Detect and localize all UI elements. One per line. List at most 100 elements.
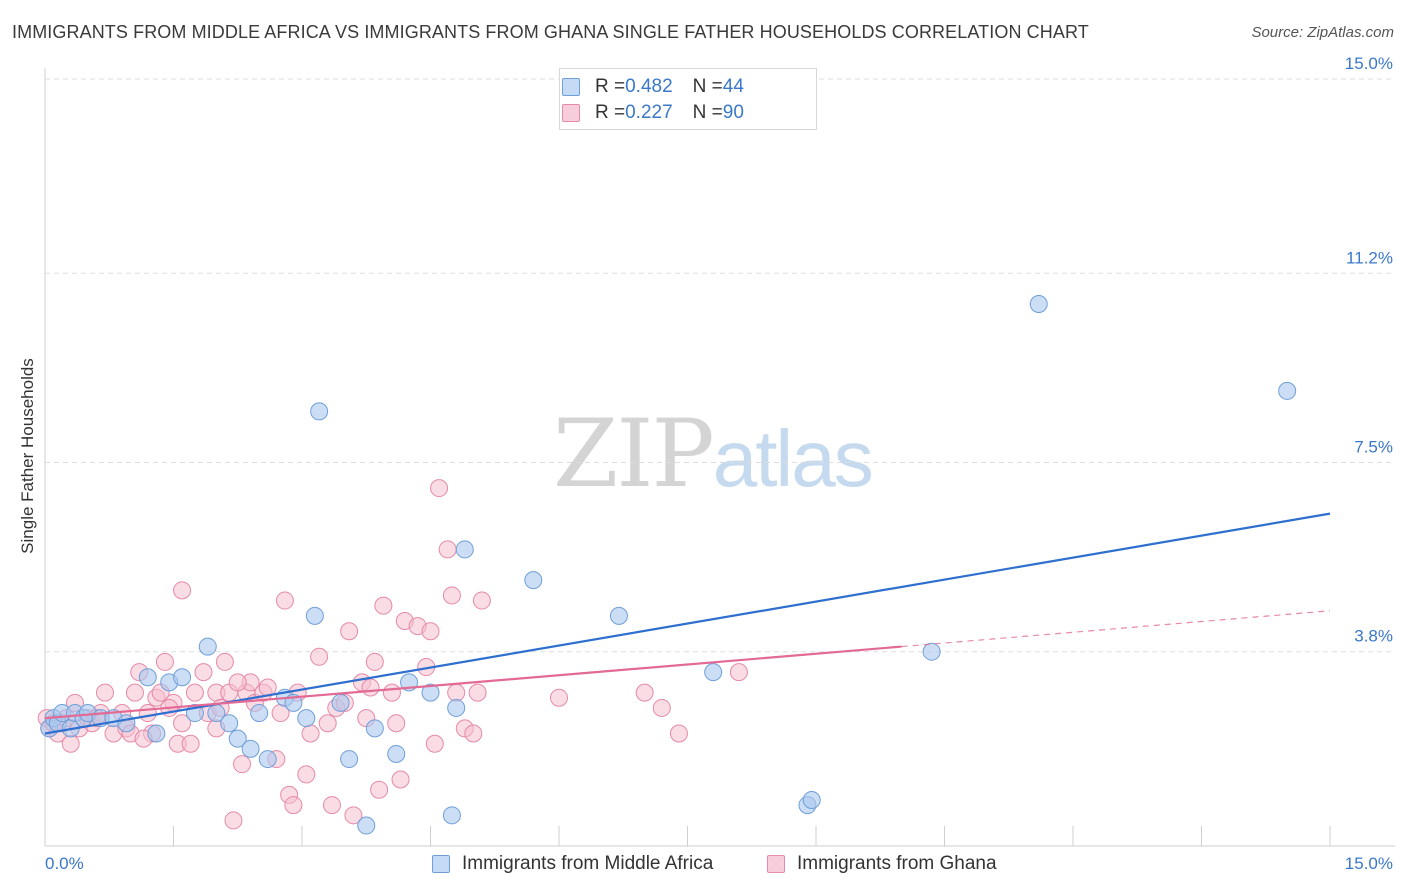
- middle-africa-point: [609, 606, 628, 625]
- legend-n-value: 44: [722, 76, 744, 97]
- ghana-point: [215, 652, 234, 671]
- legend-row-middle-africa: R = 0.482 N = 44: [562, 75, 744, 99]
- y-tick-label: 3.8%: [1354, 627, 1393, 646]
- ghana-point: [284, 796, 303, 815]
- middle-africa-point: [250, 704, 269, 723]
- middle-africa-point: [421, 683, 440, 702]
- ghana-point: [430, 479, 449, 498]
- ghana-point: [155, 652, 174, 671]
- bottom-legend-middle-africa: Immigrants from Middle Africa: [432, 852, 713, 876]
- ghana-point: [344, 806, 363, 825]
- middle-africa-point: [173, 668, 192, 687]
- middle-africa-point: [258, 750, 277, 769]
- middle-africa-point: [340, 750, 359, 769]
- middle-africa-point: [228, 729, 247, 748]
- source-credit: Source: ZipAtlas.com: [1251, 24, 1394, 41]
- ghana-point: [361, 678, 380, 697]
- legend-n-value: 90: [722, 102, 744, 123]
- middle-africa-point: [198, 637, 217, 656]
- ghana-point: [387, 714, 406, 733]
- ghana-point: [442, 586, 461, 605]
- middle-africa-point: [357, 816, 376, 835]
- axes: [44, 68, 1395, 847]
- x-tick-label: 15.0%: [1345, 854, 1393, 873]
- ghana-point: [297, 765, 316, 784]
- middle-africa-point: [524, 571, 543, 590]
- middle-africa-point: [1029, 294, 1048, 313]
- watermark: ZIPatlas: [553, 400, 874, 509]
- legend-n-label: N =: [692, 76, 723, 97]
- chart-title: IMMIGRANTS FROM MIDDLE AFRICA VS IMMIGRA…: [12, 22, 1089, 42]
- ghana-point: [447, 683, 466, 702]
- y-axis-label: Single Father Households: [18, 358, 37, 554]
- middle-africa-point: [220, 714, 239, 733]
- y-tick-label: 7.5%: [1354, 438, 1393, 457]
- legend-r-label: R =: [595, 102, 626, 123]
- ghana-point: [669, 724, 688, 743]
- watermark-atlas: atlas: [712, 414, 874, 503]
- middle-africa-point: [455, 540, 474, 559]
- middle-africa-point: [331, 693, 350, 712]
- tick-labels: 3.8% 7.5% 11.2% 15.0% 0.0% 15.0%: [45, 54, 1393, 873]
- middle-africa-point: [1278, 381, 1297, 400]
- ghana-point: [181, 734, 200, 753]
- legend-n-label: N =: [692, 102, 723, 123]
- legend-swatch-blue: [562, 78, 580, 96]
- trend-lines: [44, 512, 1331, 735]
- ghana-point: [370, 780, 389, 799]
- legend-swatch-pink: [562, 104, 580, 122]
- ghana-point: [173, 714, 192, 733]
- middle-africa-point: [147, 724, 166, 743]
- middle-africa-point: [305, 606, 324, 625]
- legend-row-ghana: R = 0.227 N = 90: [562, 101, 744, 125]
- ghana-point: [233, 755, 252, 774]
- legend-r-value: 0.482: [625, 76, 673, 97]
- middle-africa-point: [447, 698, 466, 717]
- grid: [45, 78, 1395, 653]
- ghana-point: [310, 647, 329, 666]
- middle-africa-point: [241, 739, 260, 758]
- bottom-legend-swatch-pink: [767, 855, 785, 873]
- ghana-trend-extension: [901, 610, 1331, 648]
- y-tick-label: 11.2%: [1346, 248, 1393, 267]
- middle-africa-point: [802, 790, 821, 809]
- bottom-legend-swatch-blue: [432, 855, 450, 873]
- bottom-legend-label: Immigrants from Middle Africa: [462, 853, 714, 874]
- correlation-legend: R = 0.482 N = 44 R = 0.227 N = 90: [559, 68, 817, 130]
- ghana-point: [365, 652, 384, 671]
- legend-r-label: R =: [595, 76, 626, 97]
- middle-africa-point: [117, 714, 136, 733]
- ghana-trend-line: [44, 645, 902, 720]
- middle-africa-point: [922, 642, 941, 661]
- ghana-point: [138, 704, 157, 723]
- ghana-point: [318, 714, 337, 733]
- middle-africa-point: [442, 806, 461, 825]
- ghana-point: [340, 622, 359, 641]
- ghana-point: [550, 688, 568, 707]
- middle-africa-point: [704, 663, 723, 682]
- ghana-point: [224, 811, 243, 830]
- ghana-point: [275, 591, 294, 610]
- legend-r-value: 0.227: [625, 102, 673, 123]
- ghana-point: [438, 540, 457, 559]
- bottom-legend-label: Immigrants from Ghana: [797, 853, 997, 874]
- ghana-point: [61, 734, 80, 753]
- watermark-zip: ZIP: [553, 400, 715, 509]
- middle-africa-trend-line: [44, 512, 1331, 735]
- ghana-point: [374, 596, 393, 615]
- ghana-point: [322, 796, 341, 815]
- middle-africa-point: [387, 744, 406, 763]
- ghana-point: [472, 591, 491, 610]
- middle-africa-point: [138, 668, 157, 687]
- ghana-point: [468, 683, 487, 702]
- ghana-point: [382, 683, 401, 702]
- ghana-point: [391, 770, 410, 789]
- ghana-point: [95, 683, 114, 702]
- y-tick-label: 15.0%: [1345, 54, 1393, 73]
- middle-africa-point: [365, 719, 384, 738]
- middle-africa-point: [297, 709, 316, 728]
- ghana-point: [421, 622, 440, 641]
- ghana-point: [301, 724, 320, 743]
- ghana-point: [228, 673, 247, 692]
